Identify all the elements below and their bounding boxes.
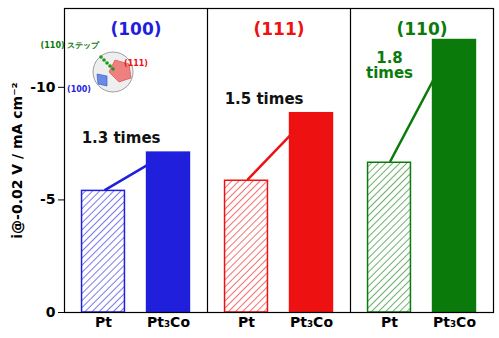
svg-text:0: 0: [46, 304, 56, 320]
svg-text:Pt₃Co: Pt₃Co: [433, 314, 476, 330]
svg-text:1.5 times: 1.5 times: [225, 90, 304, 108]
svg-text:Pt: Pt: [238, 314, 255, 330]
svg-text:(111): (111): [124, 59, 148, 68]
svg-text:(111): (111): [253, 19, 304, 39]
svg-text:i@-0.02 V / mA cm⁻²: i@-0.02 V / mA cm⁻²: [9, 82, 25, 238]
svg-text:(110): (110): [396, 19, 447, 39]
svg-text:Pt₃Co: Pt₃Co: [147, 314, 190, 330]
svg-text:Pt: Pt: [95, 314, 112, 330]
svg-text:1.8times: 1.8times: [366, 49, 413, 82]
svg-text:(100): (100): [67, 85, 91, 94]
svg-text:Pt₃Co: Pt₃Co: [290, 314, 333, 330]
svg-text:(110) ステップ: (110) ステップ: [41, 41, 101, 50]
svg-text:-5: -5: [40, 191, 56, 207]
svg-text:(100): (100): [110, 19, 161, 39]
svg-text:Pt: Pt: [381, 314, 398, 330]
svg-text:1.3 times: 1.3 times: [82, 129, 161, 147]
svg-text:-10: -10: [30, 79, 56, 95]
